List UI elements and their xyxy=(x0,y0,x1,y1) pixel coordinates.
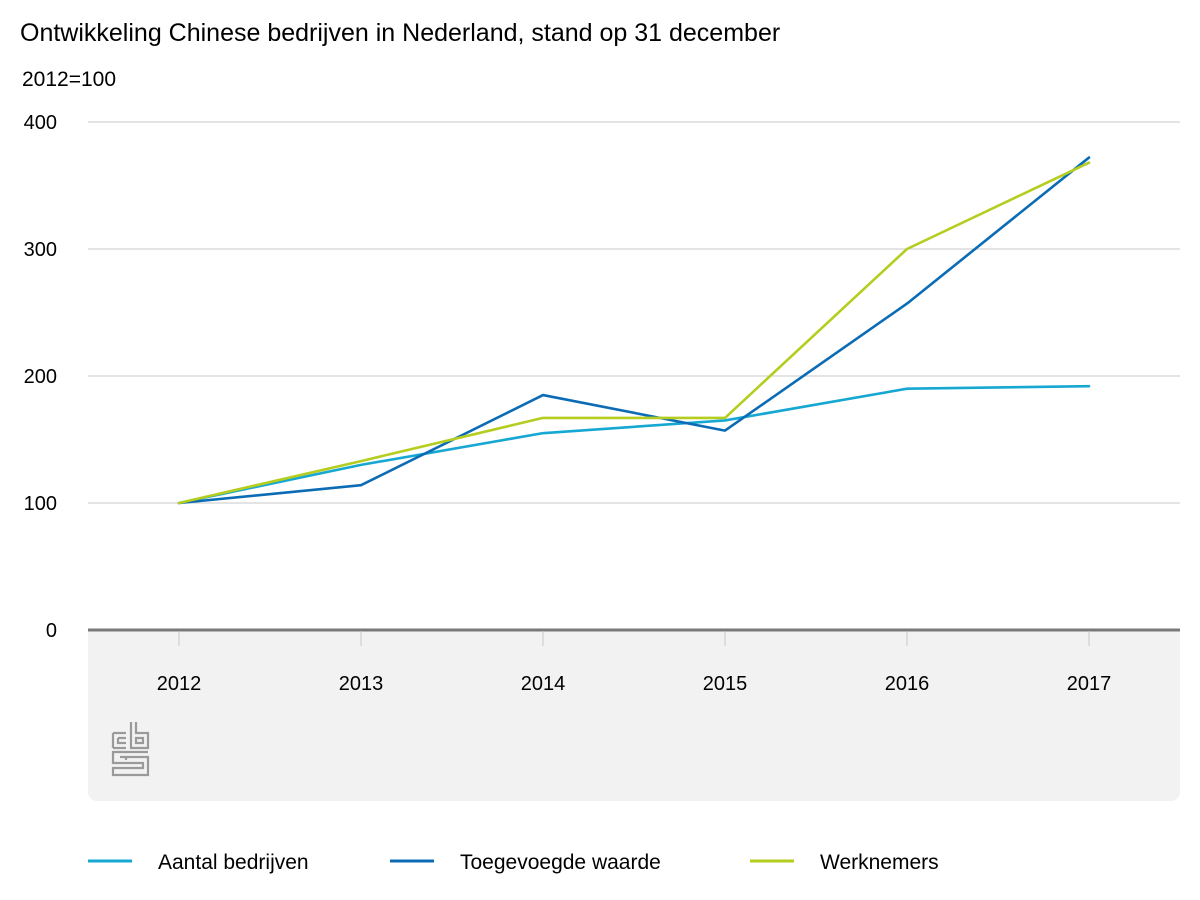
x-tick-label: 2012 xyxy=(157,673,202,695)
x-tick-label: 2013 xyxy=(339,673,384,695)
chart-subtitle: 2012=100 xyxy=(22,68,116,91)
y-tick-label: 300 xyxy=(24,239,57,261)
x-tick-label: 2017 xyxy=(1067,673,1112,695)
series-line-1 xyxy=(177,156,1091,505)
legend-label: Toegevoegde waarde xyxy=(460,851,661,874)
y-axis: 0 100 200 300 400 xyxy=(24,112,57,642)
chart-title: Ontwikkeling Chinese bedrijven in Nederl… xyxy=(20,19,780,47)
x-axis-band-top xyxy=(88,630,1180,650)
series-line-0 xyxy=(177,384,1091,505)
series-lines xyxy=(177,156,1091,505)
x-axis-band xyxy=(88,630,1180,801)
y-tick-label: 200 xyxy=(24,366,57,388)
x-tick-label: 2016 xyxy=(885,673,930,695)
legend: Aantal bedrijven Toegevoegde waarde Werkne… xyxy=(88,851,939,874)
x-tick-label: 2015 xyxy=(703,673,748,695)
x-tick-label: 2014 xyxy=(521,673,566,695)
series-line-2 xyxy=(177,161,1091,505)
cbs-logo-icon xyxy=(111,722,150,777)
y-tick-label: 100 xyxy=(24,493,57,515)
y-tick-label: 400 xyxy=(24,112,57,134)
x-axis: 2012 2013 2014 2015 2016 2017 xyxy=(157,631,1112,695)
gridlines xyxy=(88,121,1180,504)
legend-label: Werknemers xyxy=(820,851,939,874)
y-tick-label: 0 xyxy=(46,620,57,642)
legend-label: Aantal bedrijven xyxy=(158,851,309,874)
